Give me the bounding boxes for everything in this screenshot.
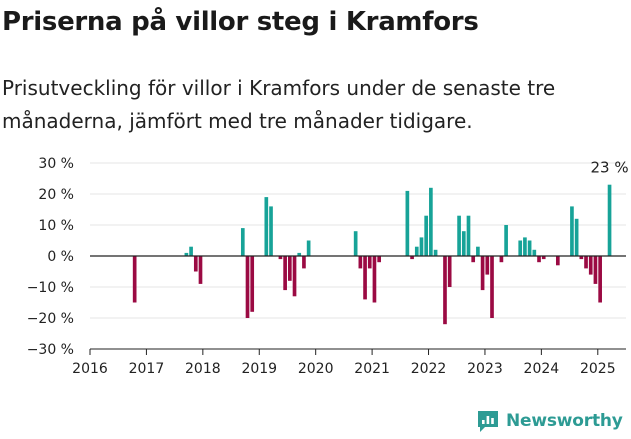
bar: [433, 249, 438, 256]
y-tick-label: −20 %: [27, 311, 74, 327]
x-tick-label: 2017: [129, 361, 165, 377]
y-tick-label: 30 %: [38, 156, 74, 172]
bar: [476, 246, 480, 256]
bar: [283, 256, 287, 291]
bar: [584, 256, 588, 269]
bar: [527, 240, 532, 256]
bar: [198, 256, 203, 284]
bar: [302, 256, 306, 269]
bar: [193, 256, 198, 272]
brand-name: Newsworthy: [506, 411, 623, 431]
bar: [461, 231, 466, 256]
bar: [358, 256, 363, 269]
y-tick-label: 20 %: [38, 187, 74, 203]
bar: [504, 225, 508, 256]
x-tick-label: 2018: [185, 361, 221, 377]
bar: [471, 256, 476, 263]
bar: [457, 215, 461, 256]
bar: [377, 256, 381, 263]
annotations: 23 %: [590, 159, 628, 177]
bar: [443, 256, 447, 325]
newsworthy-logo-icon: [478, 411, 498, 432]
bar: [419, 237, 424, 256]
chart-subtitle: Prisutveckling för villor i Kramfors und…: [2, 76, 556, 133]
y-tick-label: 0 %: [47, 249, 74, 265]
bar: [367, 256, 372, 269]
y-axis-tick-labels: 30 % 20 % 10 % 0 % −10 % −20 % −30 %: [27, 156, 74, 358]
bar: [447, 256, 452, 287]
bar: [297, 252, 302, 256]
bar: [240, 228, 245, 256]
bar: [264, 197, 269, 256]
bar: [306, 240, 311, 256]
x-tick-label: 2023: [467, 361, 503, 377]
bar: [532, 249, 537, 256]
bar: [184, 252, 189, 256]
bar: [405, 190, 410, 256]
chart-title: Priserna på villor steg i Kramfors: [2, 7, 479, 37]
bar: [555, 256, 560, 266]
y-tick-label: −10 %: [27, 280, 74, 296]
bar: [353, 231, 358, 256]
bar: [579, 256, 584, 260]
bar: [598, 256, 602, 303]
bar: [372, 256, 377, 303]
x-tick-label: 2024: [524, 361, 560, 377]
bar: [466, 215, 471, 256]
bar: [424, 215, 429, 256]
x-tick-label: 2021: [354, 361, 390, 377]
bar: [132, 256, 137, 303]
newsworthy-brand[interactable]: Newsworthy: [476, 407, 623, 435]
bar: [499, 256, 504, 263]
bar: [287, 256, 292, 281]
x-tick-label: 2016: [72, 361, 108, 377]
bar: [250, 256, 255, 312]
bar: [269, 206, 273, 256]
x-tick-label: 2019: [241, 361, 277, 377]
bar: [490, 256, 494, 318]
bar: [410, 256, 414, 260]
bar: [278, 256, 283, 260]
x-axis-tick-labels: 2016 2017 2018 2019 2020 2021 2022 2023 2024 2025: [72, 361, 615, 377]
axes: [89, 255, 626, 355]
bar: [189, 246, 193, 256]
bar: [429, 187, 433, 256]
bar: [518, 240, 523, 256]
y-tick-label: −30 %: [27, 342, 74, 358]
bar: [537, 256, 541, 263]
bar: [485, 256, 490, 275]
bar: [570, 206, 574, 256]
y-tick-label: 10 %: [38, 218, 74, 234]
bar: [292, 256, 297, 297]
bar: [574, 218, 579, 256]
bar: [480, 256, 485, 291]
bar: [593, 256, 598, 284]
x-tick-label: 2020: [298, 361, 334, 377]
bar: [607, 184, 612, 256]
bar: [588, 256, 593, 275]
bar: [245, 256, 250, 318]
bar: [541, 256, 546, 260]
bar: [363, 256, 367, 300]
bars: [132, 184, 612, 325]
latest-value-label: 23 %: [590, 159, 628, 177]
bar: [414, 246, 419, 256]
x-tick-label: 2022: [411, 361, 447, 377]
bar: [523, 237, 527, 256]
x-tick-label: 2025: [580, 361, 616, 377]
